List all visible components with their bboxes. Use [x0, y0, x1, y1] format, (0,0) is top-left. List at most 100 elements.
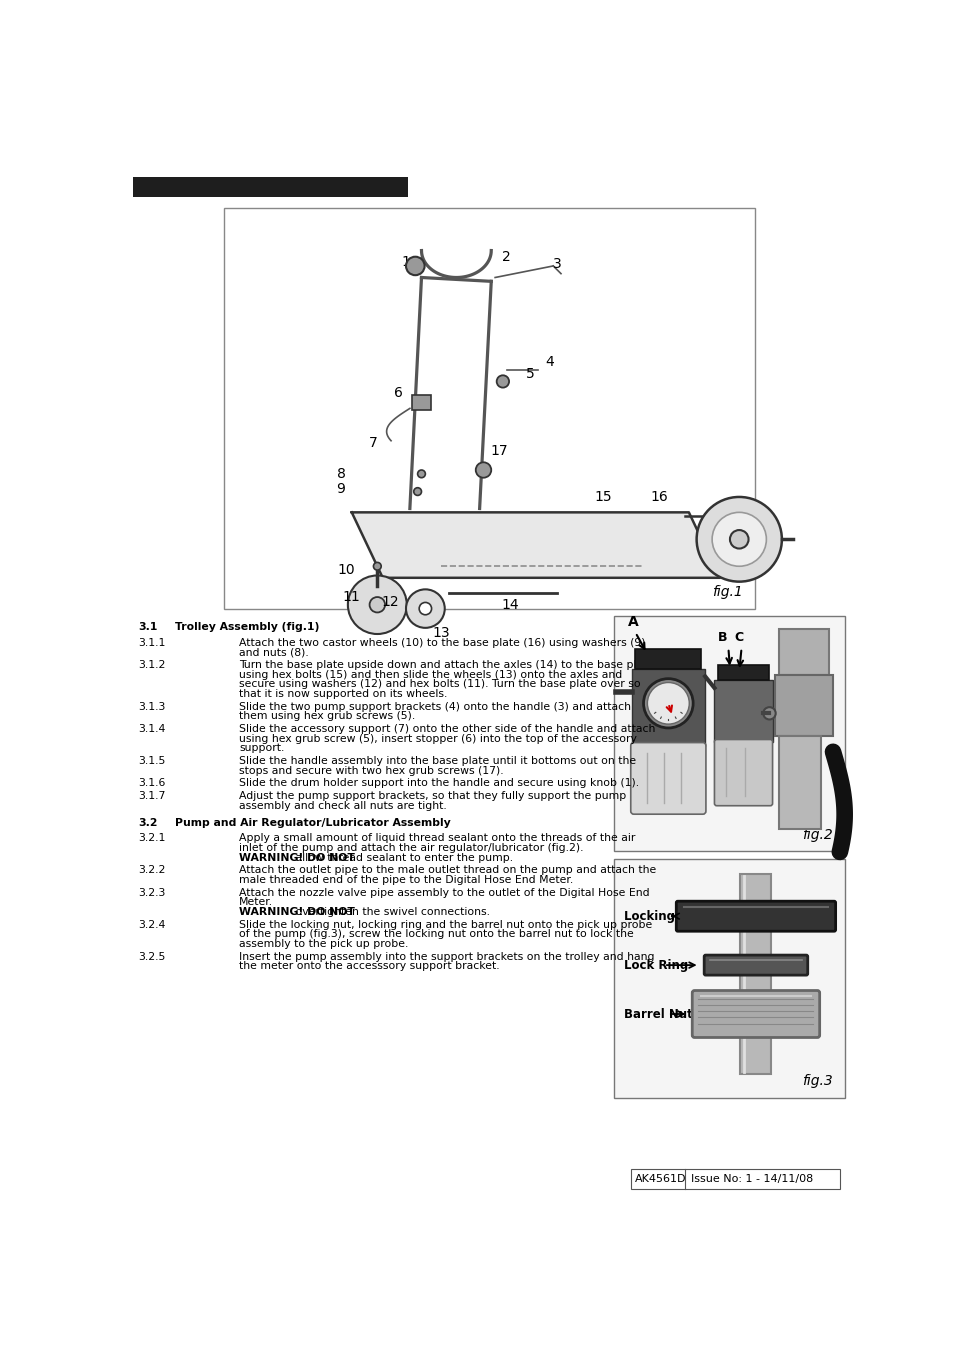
FancyBboxPatch shape — [692, 991, 819, 1038]
Circle shape — [373, 563, 381, 570]
Text: Issue No: 1 - 14/11/08: Issue No: 1 - 14/11/08 — [691, 1174, 813, 1184]
Text: 8: 8 — [336, 467, 346, 481]
Text: them using hex grub screws (5).: them using hex grub screws (5). — [239, 711, 416, 721]
Text: 9: 9 — [335, 482, 344, 495]
Text: secure using washers (12) and hex bolts (11). Turn the base plate over so: secure using washers (12) and hex bolts … — [239, 679, 640, 690]
Text: 14: 14 — [501, 598, 518, 612]
Text: 3.1.5: 3.1.5 — [138, 756, 166, 765]
Text: 2: 2 — [502, 250, 511, 263]
Text: 13: 13 — [432, 626, 449, 640]
Bar — [224, 208, 754, 609]
Text: Apply a small amount of liquid thread sealant onto the threads of the air: Apply a small amount of liquid thread se… — [239, 833, 635, 844]
Text: 12: 12 — [381, 595, 399, 609]
Text: support.: support. — [239, 744, 284, 753]
Circle shape — [647, 683, 688, 724]
Text: male threaded end of the pipe to the Digital Hose End Meter.: male threaded end of the pipe to the Dig… — [239, 875, 573, 886]
Polygon shape — [352, 513, 720, 578]
Text: 3.2.5: 3.2.5 — [138, 952, 166, 961]
Text: Barrel Nut: Barrel Nut — [623, 1007, 692, 1021]
Text: 10: 10 — [337, 563, 355, 576]
Text: assembly to the pick up probe.: assembly to the pick up probe. — [239, 940, 408, 949]
Bar — [613, 617, 843, 850]
FancyBboxPatch shape — [630, 743, 705, 814]
Circle shape — [762, 707, 775, 720]
Text: 3.2.3: 3.2.3 — [138, 888, 166, 898]
Text: Lock Ring: Lock Ring — [623, 958, 687, 972]
Text: assembly and check all nuts are tight.: assembly and check all nuts are tight. — [239, 801, 447, 811]
Circle shape — [476, 462, 491, 478]
Text: 3: 3 — [552, 258, 561, 271]
Text: 3.2.2: 3.2.2 — [138, 865, 166, 875]
Circle shape — [414, 487, 421, 495]
Text: 17: 17 — [490, 444, 507, 458]
Text: Pump and Air Regulator/Lubricator Assembly: Pump and Air Regulator/Lubricator Assemb… — [174, 818, 451, 828]
Bar — [714, 680, 772, 741]
Circle shape — [418, 602, 431, 614]
Bar — [774, 675, 832, 736]
Text: B: B — [717, 630, 726, 644]
Text: Trolley Assembly (fig.1): Trolley Assembly (fig.1) — [174, 622, 319, 632]
Text: 3.2: 3.2 — [138, 818, 158, 828]
Text: 3.1.4: 3.1.4 — [138, 724, 166, 734]
Text: stops and secure with two hex grub screws (17).: stops and secure with two hex grub screw… — [239, 765, 503, 776]
Bar — [412, 394, 431, 410]
Text: allow thread sealant to enter the pump.: allow thread sealant to enter the pump. — [292, 853, 513, 863]
Text: 3.1.1: 3.1.1 — [138, 637, 166, 648]
Text: AK4561D: AK4561D — [634, 1174, 685, 1184]
Text: Attach the nozzle valve pipe assembly to the outlet of the Digital Hose End: Attach the nozzle valve pipe assembly to… — [239, 888, 649, 898]
Text: 11: 11 — [342, 590, 360, 603]
Text: Slide the handle assembly into the base plate until it bottoms out on the: Slide the handle assembly into the base … — [239, 756, 636, 765]
Circle shape — [497, 375, 509, 387]
Text: Meter.: Meter. — [239, 898, 274, 907]
Circle shape — [406, 256, 424, 275]
Text: 4: 4 — [544, 355, 553, 369]
Bar — [740, 875, 771, 1075]
Text: 1: 1 — [401, 255, 410, 269]
Text: 3.1.7: 3.1.7 — [138, 791, 166, 801]
Text: 3.2.4: 3.2.4 — [138, 919, 166, 930]
Text: C: C — [734, 630, 743, 644]
Text: fig.1: fig.1 — [712, 586, 742, 599]
Text: Attach the outlet pipe to the male outlet thread on the pump and attach the: Attach the outlet pipe to the male outle… — [239, 865, 656, 875]
Bar — [778, 629, 828, 675]
Circle shape — [729, 531, 748, 548]
Text: the meter onto the accesssory support bracket.: the meter onto the accesssory support br… — [239, 961, 499, 971]
Bar — [718, 664, 768, 680]
Circle shape — [406, 590, 444, 628]
Circle shape — [369, 597, 385, 613]
Bar — [778, 736, 821, 829]
Bar — [635, 649, 700, 668]
Text: Turn the base plate upside down and attach the axles (14) to the base plate: Turn the base plate upside down and atta… — [239, 660, 654, 670]
Text: 3.   ASSEMBLY: 3. ASSEMBLY — [141, 180, 261, 194]
Text: 7: 7 — [369, 436, 377, 450]
Circle shape — [643, 679, 693, 728]
Text: WARNING! DO NOT: WARNING! DO NOT — [239, 853, 355, 863]
Text: using hex grub screw (5), insert stopper (6) into the top of the accessory: using hex grub screw (5), insert stopper… — [239, 733, 637, 744]
Text: Slide the accessory support (7) onto the other side of the handle and attach: Slide the accessory support (7) onto the… — [239, 724, 655, 734]
Text: Locking Nut: Locking Nut — [623, 910, 702, 922]
Text: Slide the drum holder support into the handle and secure using knob (1).: Slide the drum holder support into the h… — [239, 779, 639, 788]
FancyBboxPatch shape — [703, 954, 807, 975]
Circle shape — [348, 575, 406, 634]
Text: Attach the two castor wheels (10) to the base plate (16) using washers (9): Attach the two castor wheels (10) to the… — [239, 637, 645, 648]
Text: 3.1.6: 3.1.6 — [138, 779, 166, 788]
Text: that it is now supported on its wheels.: that it is now supported on its wheels. — [239, 688, 447, 699]
Text: Insert the pump assembly into the support brackets on the trolley and hang: Insert the pump assembly into the suppor… — [239, 952, 654, 961]
Text: 5: 5 — [525, 367, 534, 381]
Bar — [133, 177, 408, 197]
FancyBboxPatch shape — [714, 740, 772, 806]
Text: overtighten the swivel connections.: overtighten the swivel connections. — [292, 907, 490, 917]
Text: inlet of the pump and attach the air regulator/lubricator (fig.2).: inlet of the pump and attach the air reg… — [239, 842, 583, 853]
FancyBboxPatch shape — [676, 902, 835, 932]
Circle shape — [417, 470, 425, 478]
Text: fig.2: fig.2 — [801, 828, 832, 842]
Text: WARNING! DO NOT: WARNING! DO NOT — [239, 907, 355, 917]
Text: 3.1.2: 3.1.2 — [138, 660, 166, 670]
Text: using hex bolts (15) and then slide the wheels (13) onto the axles and: using hex bolts (15) and then slide the … — [239, 670, 622, 680]
Text: Adjust the pump support brackets, so that they fully support the pump: Adjust the pump support brackets, so tha… — [239, 791, 626, 801]
Text: Slide the locking nut, locking ring and the barrel nut onto the pick up probe: Slide the locking nut, locking ring and … — [239, 919, 652, 930]
Circle shape — [711, 513, 765, 566]
Text: of the pump (fig.3), screw the locking nut onto the barrel nut to lock the: of the pump (fig.3), screw the locking n… — [239, 929, 634, 940]
Text: fig.3: fig.3 — [801, 1075, 832, 1088]
Text: 15: 15 — [594, 490, 612, 504]
